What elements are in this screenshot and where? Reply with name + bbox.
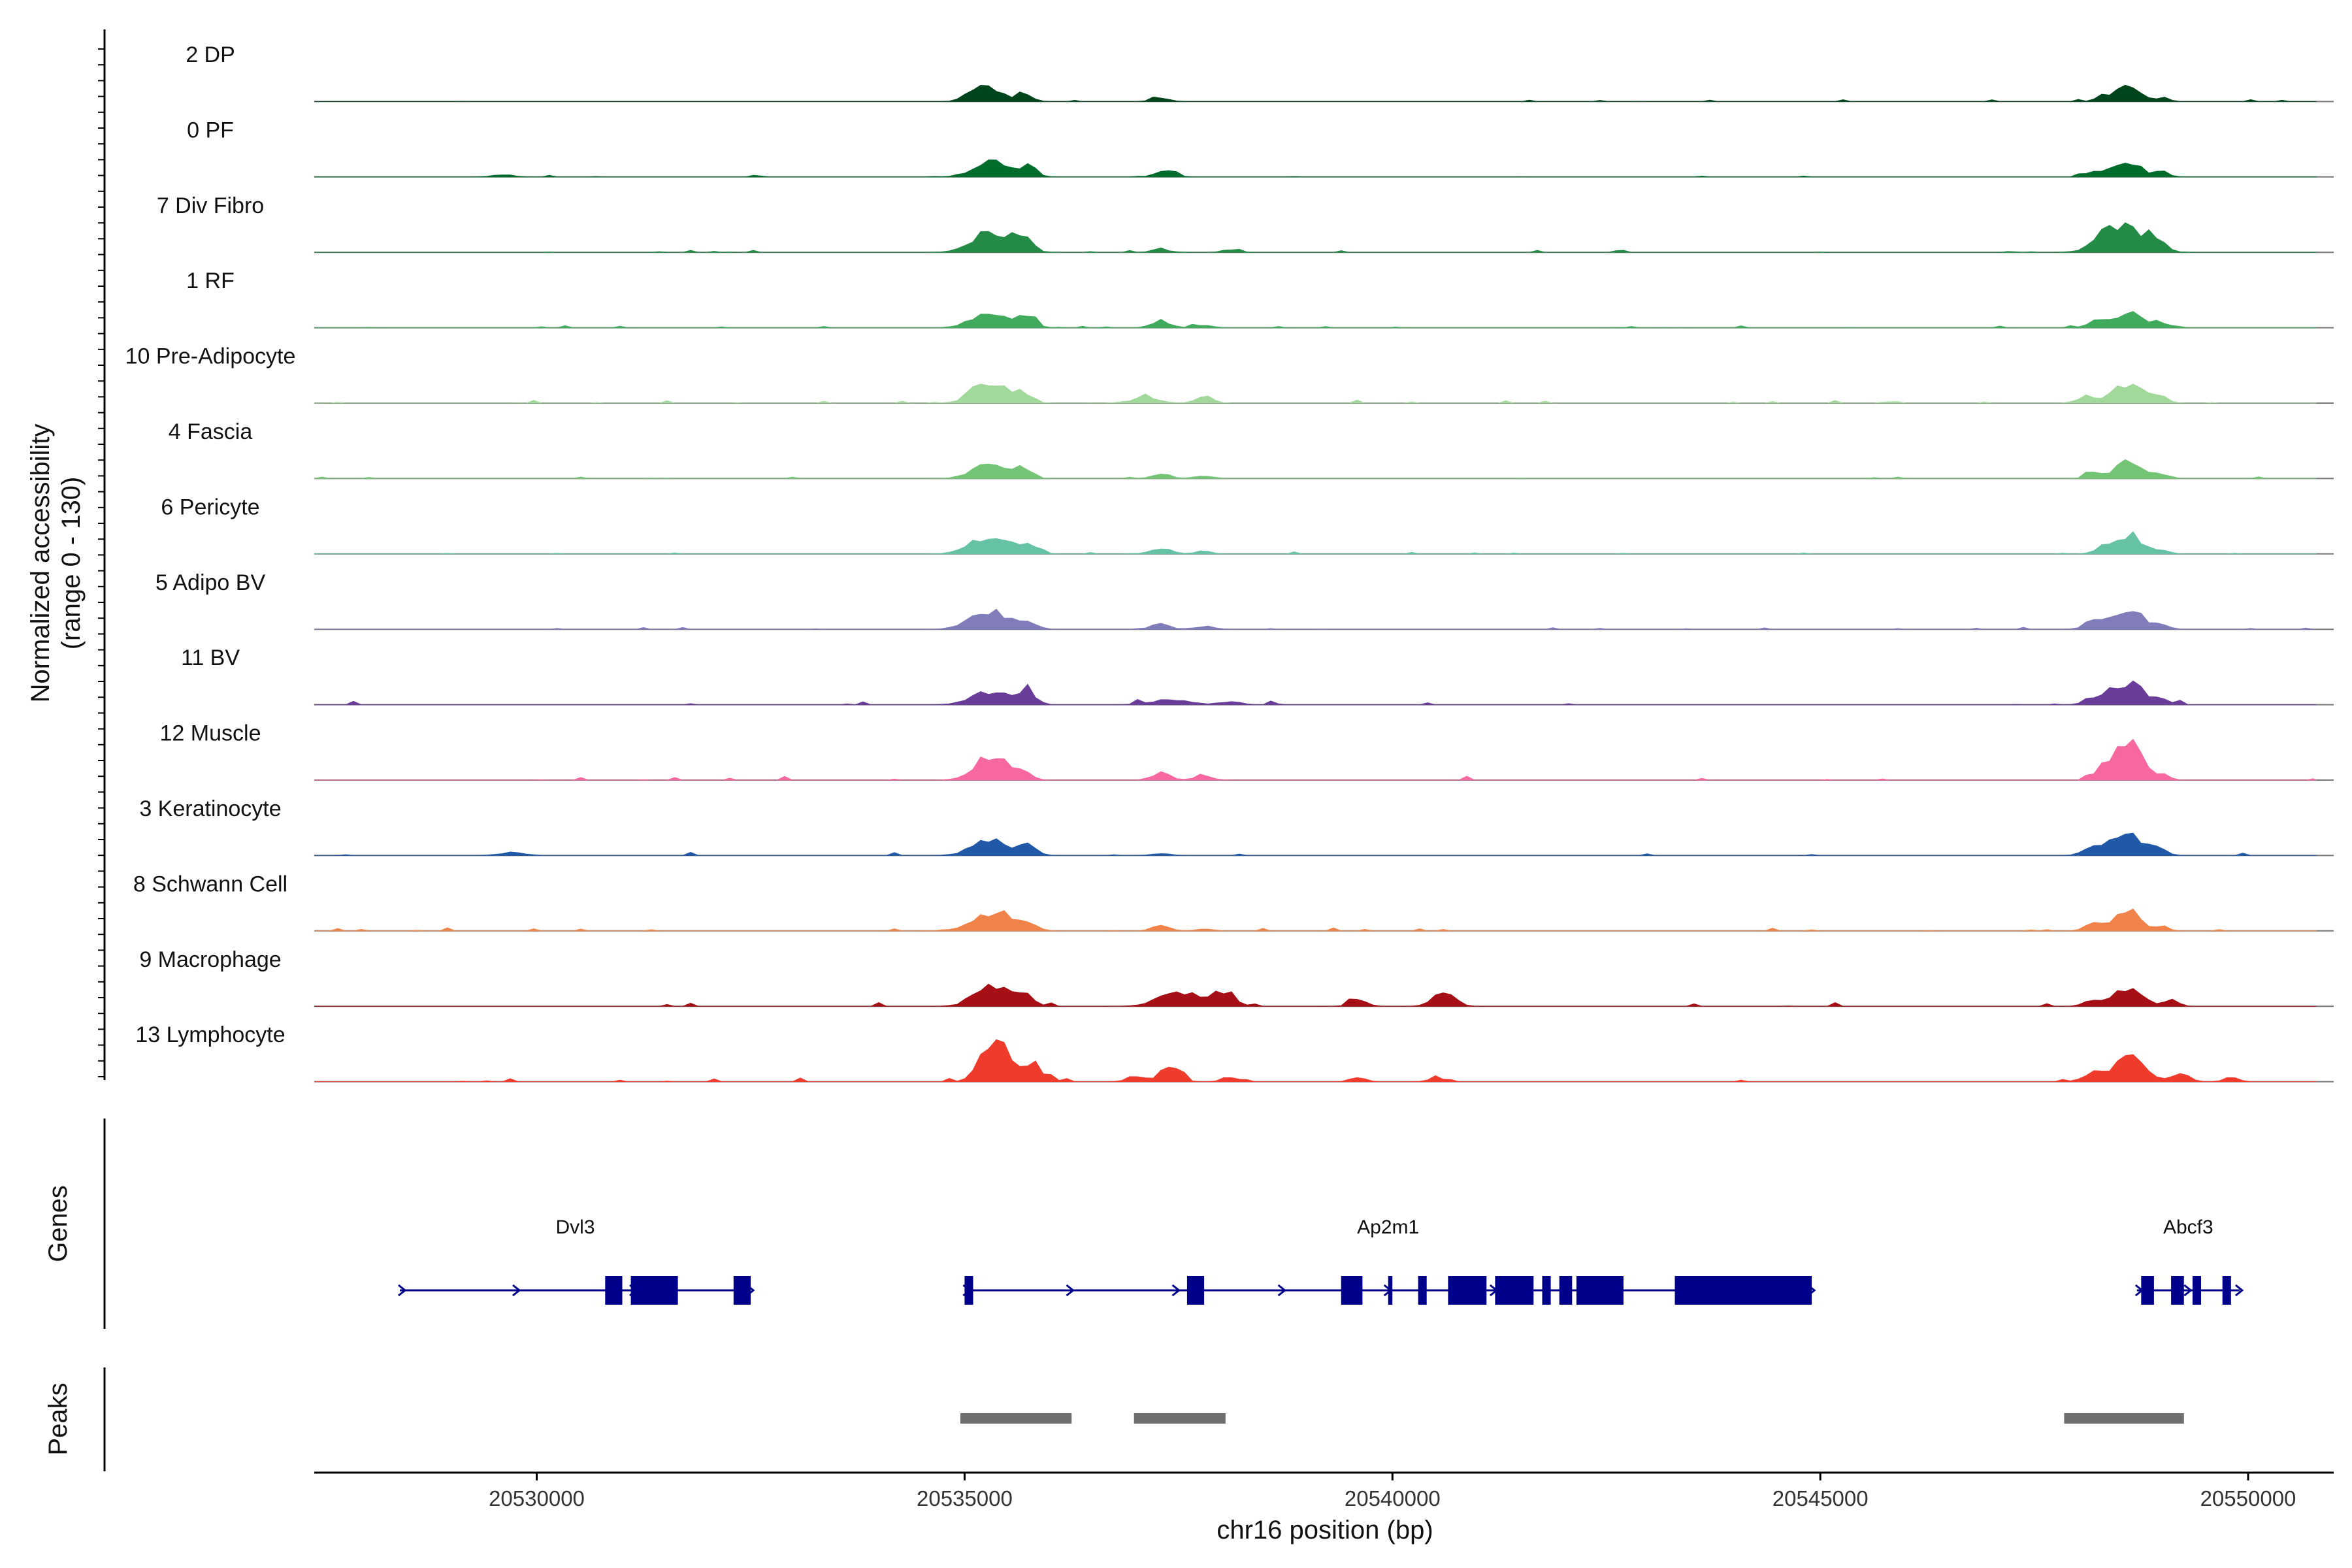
track-label: 12 Muscle: [160, 721, 261, 746]
gene-name: Dvl3: [555, 1217, 595, 1238]
peak-region: [1134, 1413, 1226, 1424]
peaks-track-label: Peaks: [44, 1382, 73, 1455]
exon: [605, 1276, 623, 1305]
coverage-area: [314, 608, 2317, 630]
track-2-dp: 2 DP: [186, 42, 2334, 103]
track-label: 13 Lymphocyte: [135, 1022, 285, 1047]
track-label: 1 RF: [186, 269, 235, 293]
track-label: 6 Pericyte: [161, 495, 259, 519]
x-axis-title: chr16 position (bp): [1217, 1516, 1433, 1544]
exon: [1448, 1276, 1487, 1305]
y-axis-title: Normalized accessibility: [26, 424, 55, 703]
track-5-adipo-bv: 5 Adipo BV: [155, 570, 2334, 630]
coverage-area: [314, 159, 2317, 178]
coverage-tracks: 2 DP 0 PF 7 Div Fibro 1 RF 10 Pre-Adipocyte 4…: [125, 42, 2334, 1083]
track-label: 4 Fascia: [169, 419, 253, 444]
y-axis-subtitle: (range 0 - 130): [57, 477, 86, 650]
strand-arrow-icon: [2234, 1284, 2244, 1297]
track-11-bv: 11 BV: [181, 645, 2334, 706]
track-12-muscle: 12 Muscle: [160, 721, 2334, 781]
exon: [1674, 1276, 1812, 1305]
exon: [1418, 1276, 1427, 1305]
track-label: 2 DP: [186, 42, 235, 67]
track-label: 10 Pre-Adipocyte: [125, 344, 296, 369]
exon: [2192, 1276, 2201, 1305]
coverage-area: [314, 680, 2317, 706]
exon: [630, 1276, 678, 1305]
coverage-area: [314, 222, 2317, 253]
track-10-pre-adipocyte: 10 Pre-Adipocyte: [125, 344, 2334, 404]
gene-name: Ap2m1: [1357, 1217, 1419, 1238]
x-tick-label: 20550000: [2200, 1486, 2296, 1511]
track-4-fascia: 4 Fascia: [169, 419, 2334, 480]
strand-arrow-icon: [1066, 1284, 1075, 1297]
coverage-area: [314, 84, 2317, 102]
exon: [1559, 1276, 1573, 1305]
exon: [1186, 1276, 1205, 1305]
strand-arrow-icon: [1277, 1284, 1287, 1297]
track-label: 9 Macrophage: [139, 947, 281, 972]
exon: [1542, 1276, 1551, 1305]
exon: [2171, 1276, 2184, 1305]
track-label: 0 PF: [187, 118, 234, 142]
exon: [733, 1276, 751, 1305]
coverage-area: [314, 1039, 2317, 1083]
track-0-pf: 0 PF: [187, 118, 2334, 178]
strand-arrow-icon: [512, 1284, 521, 1297]
track-label: 5 Adipo BV: [155, 570, 266, 595]
coverage-area: [314, 908, 2317, 932]
exon: [2222, 1276, 2231, 1305]
exon: [2141, 1276, 2154, 1305]
coverage-area: [314, 531, 2317, 555]
track-label: 7 Div Fibro: [157, 193, 264, 218]
gene-ap2m1: Ap2m1: [962, 1217, 1816, 1305]
x-tick-label: 20535000: [917, 1486, 1013, 1511]
track-9-macrophage: 9 Macrophage: [139, 947, 2334, 1007]
x-tick-label: 20545000: [1772, 1486, 1869, 1511]
coverage-y-ticks: [98, 48, 105, 1077]
x-axis-ticks: 20530000 20535000 20540000 20545000 20550000: [489, 1473, 2296, 1511]
gene-annotations: Dvl3 Ap2m1 Abcf3: [398, 1217, 2244, 1305]
gene-dvl3: Dvl3: [398, 1217, 755, 1305]
x-tick-label: 20530000: [489, 1486, 585, 1511]
track-3-keratinocyte: 3 Keratinocyte: [139, 796, 2334, 857]
strand-arrow-icon: [398, 1284, 407, 1297]
coverage-area: [314, 459, 2317, 479]
coverage-area: [314, 832, 2317, 856]
track-label: 8 Schwann Cell: [133, 872, 287, 896]
track-7-div-fibro: 7 Div Fibro: [157, 193, 2334, 253]
coverage-area: [314, 384, 2317, 404]
track-13-lymphocyte: 13 Lymphocyte: [135, 1022, 2334, 1083]
genes-track-label: Genes: [44, 1185, 73, 1262]
exon: [1341, 1276, 1363, 1305]
track-8-schwann-cell: 8 Schwann Cell: [133, 872, 2334, 932]
gene-name: Abcf3: [2163, 1217, 2213, 1238]
exon: [964, 1276, 973, 1305]
gene-abcf3: Abcf3: [2134, 1217, 2244, 1305]
exon: [1576, 1276, 1624, 1305]
x-tick-label: 20540000: [1345, 1486, 1441, 1511]
peak-regions: [960, 1413, 2184, 1424]
track-label: 11 BV: [181, 645, 240, 670]
coverage-area: [314, 738, 2317, 781]
track-label: 3 Keratinocyte: [139, 796, 281, 821]
strand-arrow-icon: [2183, 1284, 2193, 1297]
strand-arrow-icon: [1171, 1284, 1181, 1297]
track-1-rf: 1 RF: [186, 269, 2334, 329]
track-6-pericyte: 6 Pericyte: [161, 495, 2334, 555]
peak-region: [960, 1413, 1072, 1424]
exon: [1495, 1276, 1534, 1305]
coverage-area: [314, 983, 2317, 1007]
peak-region: [2064, 1413, 2184, 1424]
exon: [1388, 1276, 1393, 1305]
coverage-area: [314, 311, 2317, 329]
